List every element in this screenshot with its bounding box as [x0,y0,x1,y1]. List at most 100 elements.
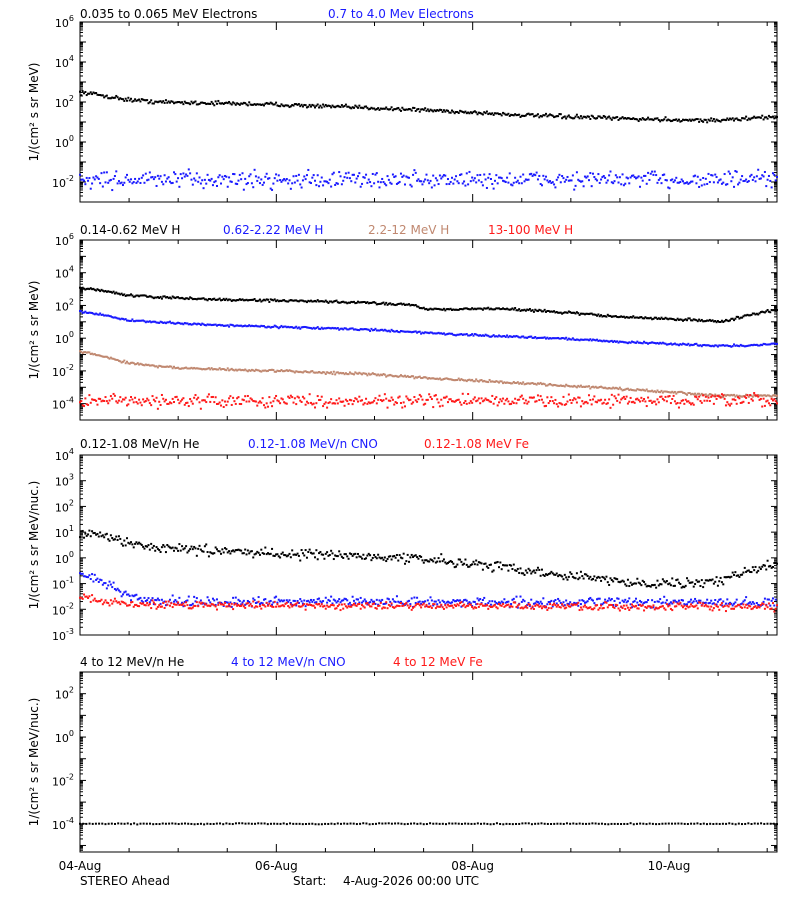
data-point [352,596,354,598]
data-point [717,585,719,587]
data-point [518,114,520,116]
data-point [100,599,102,601]
data-point [176,181,178,183]
data-point [306,174,308,176]
data-point [94,532,96,534]
data-point [252,600,254,602]
data-point [264,598,266,600]
data-point [305,549,307,551]
data-point [518,308,520,310]
data-point [381,599,383,601]
data-point [514,307,516,309]
data-point [200,183,202,185]
data-point [376,557,378,559]
data-point [741,175,743,177]
data-point [666,400,668,402]
data-point [773,174,775,176]
data-point [290,556,292,558]
data-point [560,113,562,115]
data-point [477,174,479,176]
data-point [330,398,332,400]
data-point [702,586,704,588]
data-point [130,541,132,543]
data-point [303,175,305,177]
data-point [634,402,636,404]
data-point [733,186,735,188]
data-point [560,181,562,183]
data-point [94,574,96,576]
data-point [742,572,744,574]
data-point [223,551,225,553]
data-point [157,175,159,177]
data-point [362,554,364,556]
data-point [338,598,340,600]
data-point [400,402,402,404]
data-point [447,178,449,180]
data-point [771,600,773,602]
data-point [337,402,339,404]
data-point [208,393,210,395]
data-point [690,599,692,601]
data-point [114,97,116,99]
data-point [207,396,209,398]
data-point [611,119,613,121]
data-point [713,181,715,183]
data-point [608,584,610,586]
data-point [135,594,137,596]
data-point [236,183,238,185]
data-point [143,548,145,550]
data-point [181,177,183,179]
data-point [400,110,402,112]
data-point [413,396,415,398]
data-point [276,180,278,182]
data-point [162,602,164,604]
data-point [95,92,97,94]
data-point [105,396,107,398]
data-point [557,406,559,408]
data-point [241,604,243,606]
series-1-2 [79,168,778,191]
data-point [740,119,742,121]
data-point [219,550,221,552]
data-point [424,403,426,405]
data-point [494,398,496,400]
data-point [215,396,217,398]
data-point [376,402,378,404]
data-point [716,398,718,400]
data-point [381,178,383,180]
data-point [413,597,415,599]
data-point [82,598,84,600]
data-point [323,558,325,560]
data-point [549,180,551,182]
data-point [131,398,133,400]
data-point [525,399,527,401]
data-point [767,179,769,181]
data-point [99,398,101,400]
data-point [708,173,710,175]
data-point [701,184,703,186]
data-point [233,400,235,402]
data-point [755,180,757,182]
data-point [137,403,139,405]
data-point [274,601,276,603]
data-point [342,180,344,182]
data-point [752,179,754,181]
data-point [164,546,166,548]
data-point [270,600,272,602]
data-point [466,172,468,174]
data-point [745,116,747,118]
data-point [331,552,333,554]
data-point [518,572,520,574]
data-point [549,400,551,402]
data-point [776,395,778,397]
data-point [438,599,440,601]
data-point [477,400,479,402]
data-point [646,601,648,603]
data-point [317,104,319,106]
data-point [460,404,462,406]
data-point [87,576,89,578]
data-point [475,560,477,562]
data-point [384,556,386,558]
data-point [459,559,461,561]
